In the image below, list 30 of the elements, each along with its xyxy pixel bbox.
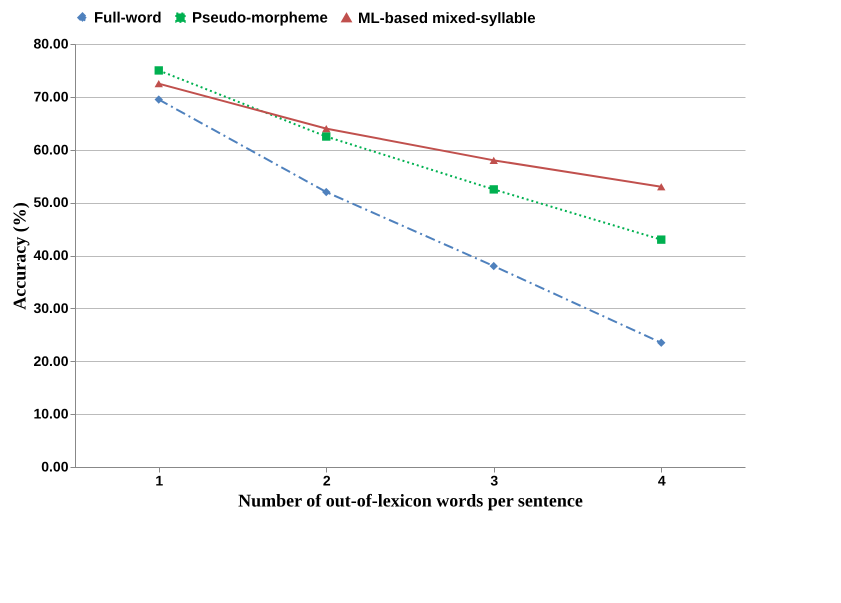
point: [490, 262, 498, 270]
x-tick-label: 4: [658, 472, 666, 488]
point: [154, 95, 163, 104]
y-tick-label: 70.00: [33, 88, 69, 104]
point: [154, 66, 163, 75]
point: [657, 338, 666, 347]
y-tick-label: 20.00: [33, 352, 69, 369]
x-tick-label: 1: [155, 472, 164, 488]
legend-label: ML-based mixed-syllable: [358, 10, 536, 27]
y-axis-title: Accuracy (%): [9, 202, 30, 310]
legend-label: Full-word: [94, 10, 162, 27]
legend-label: Pseudo-morpheme: [192, 10, 328, 27]
y-tick-label: 30.00: [33, 300, 69, 316]
point: [154, 80, 163, 88]
y-tick-label: 60.00: [33, 141, 69, 158]
point: [490, 185, 498, 194]
y-tick-label: 10.00: [33, 406, 69, 422]
point: [322, 132, 330, 141]
y-tick-label: 80.00: [33, 36, 69, 52]
x-tick-label: 3: [490, 472, 498, 488]
y-tick-label: 50.00: [33, 194, 69, 210]
y-tick-label: 0.00: [41, 458, 69, 474]
point: [657, 183, 666, 190]
point: [322, 124, 330, 132]
y-tick-label: 40.00: [33, 247, 69, 263]
point: [490, 156, 498, 164]
point: [657, 235, 666, 244]
x-tick-label: 2: [322, 472, 331, 488]
point: [322, 188, 330, 196]
x-axis-title: Number of out-of-lexicon words per sentence: [238, 490, 583, 510]
